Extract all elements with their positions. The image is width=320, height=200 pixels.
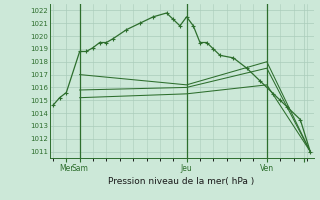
X-axis label: Pression niveau de la mer( hPa ): Pression niveau de la mer( hPa ) [108,177,255,186]
